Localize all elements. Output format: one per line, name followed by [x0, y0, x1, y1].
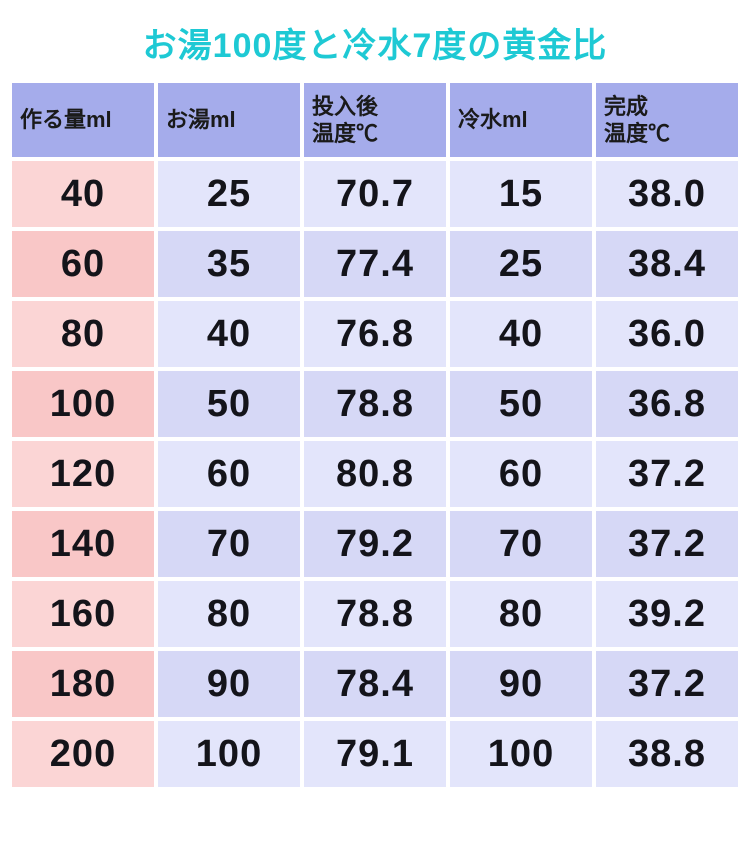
table-row-label: 60 — [10, 229, 156, 299]
table-cell: 60 — [156, 439, 302, 509]
page-title: お湯100度と冷水7度の黄金比 — [0, 0, 750, 81]
table-cell: 80.8 — [302, 439, 448, 509]
table-cell: 38.0 — [594, 159, 740, 229]
table-cell: 80 — [448, 579, 594, 649]
table-cell: 37.2 — [594, 439, 740, 509]
table-row-label: 200 — [10, 719, 156, 789]
table-header: 完成 温度℃ — [594, 81, 740, 159]
table-cell: 70.7 — [302, 159, 448, 229]
table-cell: 90 — [156, 649, 302, 719]
table-cell: 70 — [448, 509, 594, 579]
table-cell: 25 — [156, 159, 302, 229]
table-cell: 15 — [448, 159, 594, 229]
table-cell: 39.2 — [594, 579, 740, 649]
table-cell: 100 — [156, 719, 302, 789]
table-cell: 79.2 — [302, 509, 448, 579]
table-cell: 78.8 — [302, 579, 448, 649]
table-cell: 60 — [448, 439, 594, 509]
table-cell: 25 — [448, 229, 594, 299]
table-row-label: 160 — [10, 579, 156, 649]
table-row-label: 180 — [10, 649, 156, 719]
table-row-label: 100 — [10, 369, 156, 439]
table-header: 投入後 温度℃ — [302, 81, 448, 159]
table-header: 作る量ml — [10, 81, 156, 159]
table-cell: 50 — [448, 369, 594, 439]
table-cell: 76.8 — [302, 299, 448, 369]
table-cell: 100 — [448, 719, 594, 789]
table-cell: 38.8 — [594, 719, 740, 789]
table-cell: 50 — [156, 369, 302, 439]
table-cell: 40 — [448, 299, 594, 369]
table-header: 冷水ml — [448, 81, 594, 159]
table-cell: 38.4 — [594, 229, 740, 299]
table-cell: 36.0 — [594, 299, 740, 369]
table-cell: 40 — [156, 299, 302, 369]
table-cell: 78.8 — [302, 369, 448, 439]
table-cell: 37.2 — [594, 649, 740, 719]
ratio-table: 作る量mlお湯ml投入後 温度℃冷水ml完成 温度℃402570.71538.0… — [10, 81, 740, 789]
table-cell: 70 — [156, 509, 302, 579]
table-row-label: 120 — [10, 439, 156, 509]
table-cell: 90 — [448, 649, 594, 719]
table-row-label: 40 — [10, 159, 156, 229]
table-cell: 36.8 — [594, 369, 740, 439]
table-cell: 77.4 — [302, 229, 448, 299]
table-row-label: 140 — [10, 509, 156, 579]
table-cell: 78.4 — [302, 649, 448, 719]
table-cell: 35 — [156, 229, 302, 299]
table-cell: 79.1 — [302, 719, 448, 789]
table-row-label: 80 — [10, 299, 156, 369]
table-cell: 37.2 — [594, 509, 740, 579]
table-cell: 80 — [156, 579, 302, 649]
table-header: お湯ml — [156, 81, 302, 159]
